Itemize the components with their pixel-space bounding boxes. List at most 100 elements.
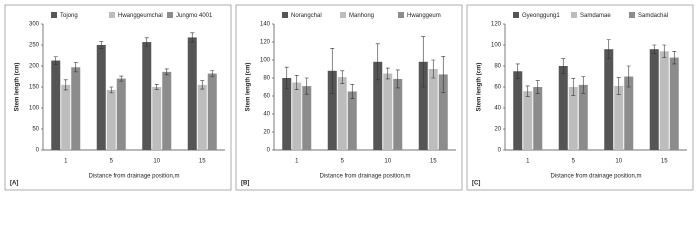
error-bar (73, 62, 78, 73)
legend-swatch (282, 12, 288, 18)
error-bar (571, 78, 576, 96)
error-bar (350, 84, 355, 99)
y-axis-label: Stem length (cm) (477, 63, 483, 112)
legend-swatch (513, 12, 519, 18)
error-bar (99, 41, 104, 49)
y-tick-label: 100 (29, 106, 40, 112)
x-axis-label: Distance from drainage position,m (88, 174, 179, 180)
bar (373, 61, 383, 150)
y-tick-label: 100 (260, 58, 271, 64)
error-bar (210, 70, 215, 77)
bar (513, 71, 523, 150)
bar (568, 87, 578, 150)
bar (197, 84, 207, 150)
legend-label: Samdachal (638, 13, 668, 19)
y-tick-label: 0 (36, 148, 40, 154)
legend-swatch (629, 12, 635, 18)
x-tick-label: 1 (64, 159, 68, 165)
legend-swatch (109, 12, 115, 18)
bar (152, 87, 162, 150)
legend-swatch (571, 12, 577, 18)
legend-label: Tojong (60, 13, 78, 19)
legend-swatch (51, 12, 57, 18)
error-bar (441, 56, 446, 93)
y-tick-label: 120 (260, 40, 271, 46)
bar (558, 66, 568, 150)
bar (302, 86, 312, 150)
bar (418, 61, 428, 150)
error-bar (525, 85, 530, 97)
legend-label: Gyeonggung1 (522, 13, 560, 19)
error-bar (330, 48, 335, 94)
legend-label: Jungmo 4001 (176, 13, 213, 19)
error-bar (395, 69, 400, 89)
bar (347, 91, 357, 150)
x-axis-label: Distance from drainage position,m (550, 174, 641, 180)
y-tick-label: 50 (32, 127, 39, 133)
bar (649, 49, 659, 151)
error-bar (421, 36, 426, 88)
error-bar (672, 51, 677, 65)
x-tick-label: 1 (526, 159, 530, 165)
error-bar (154, 84, 159, 90)
bar (393, 78, 403, 150)
bar (282, 78, 292, 150)
y-tick-label: 80 (263, 76, 270, 82)
y-tick-label: 200 (29, 64, 40, 70)
bar (96, 45, 106, 150)
bar (604, 49, 614, 151)
y-tick-label: 250 (29, 43, 40, 49)
error-bar (581, 76, 586, 94)
y-tick-label: 140 (260, 22, 271, 28)
legend-label: Manhong (349, 13, 374, 19)
error-bar (626, 65, 631, 88)
error-bar (606, 39, 611, 59)
bar (327, 70, 337, 150)
y-tick-label: 60 (494, 85, 501, 91)
legend-swatch (340, 12, 346, 18)
x-tick-label: 1 (295, 159, 299, 165)
y-tick-label: 120 (491, 22, 502, 28)
legend-swatch (398, 12, 404, 18)
legend-swatch (167, 12, 173, 18)
bar (624, 76, 634, 150)
bar (292, 82, 302, 150)
bar (106, 89, 116, 150)
error-bar (385, 67, 390, 80)
error-bar (431, 59, 436, 79)
legend-label: Samdamae (580, 13, 611, 19)
x-tick-label: 10 (153, 159, 160, 165)
y-tick-label: 40 (494, 106, 501, 112)
x-tick-label: 15 (430, 159, 437, 165)
panel-label: [C] (472, 181, 480, 187)
error-bar (375, 43, 380, 81)
bar (116, 78, 126, 150)
y-tick-label: 0 (267, 148, 271, 154)
y-tick-label: 150 (29, 85, 40, 91)
y-tick-label: 20 (263, 130, 270, 136)
y-tick-label: 80 (494, 64, 501, 70)
legend-label: Norangchal (291, 13, 322, 19)
bar (207, 73, 217, 150)
bar (162, 71, 172, 150)
error-bar (304, 77, 309, 95)
error-bar (144, 37, 149, 47)
bar (659, 51, 669, 150)
y-tick-label: 20 (494, 127, 501, 133)
y-tick-label: 300 (29, 22, 40, 28)
y-axis-label: Stem length (cm) (15, 63, 21, 112)
x-tick-label: 15 (199, 159, 206, 165)
bar (578, 84, 588, 150)
bar (438, 74, 448, 150)
error-bar (652, 44, 657, 54)
error-bar (561, 58, 566, 74)
bar (383, 73, 393, 150)
legend-label: Hwanggeumchal (118, 13, 163, 19)
error-bar (294, 75, 299, 90)
error-bar (535, 80, 540, 94)
bar (61, 84, 71, 150)
x-tick-label: 10 (615, 159, 622, 165)
error-bar (190, 32, 195, 43)
bar (71, 67, 81, 150)
panel-label: [B] (241, 181, 249, 187)
